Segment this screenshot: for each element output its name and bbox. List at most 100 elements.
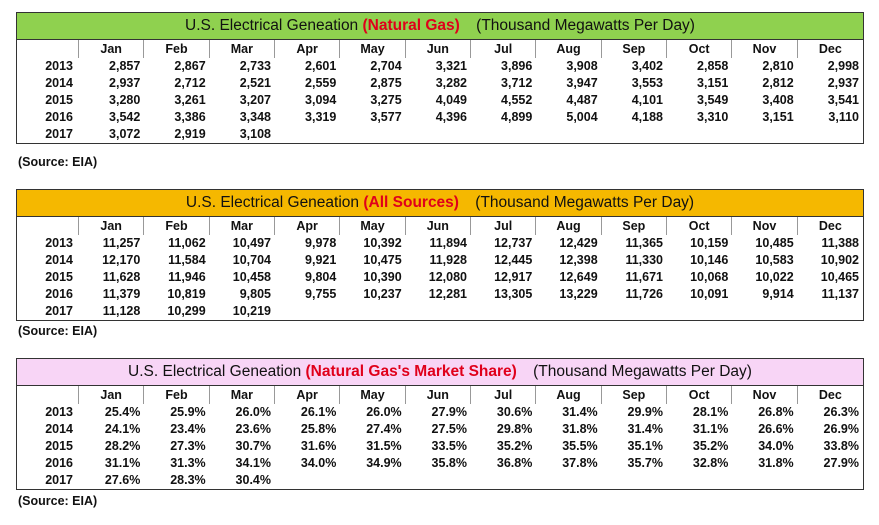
- value-cell: 31.4%: [627, 422, 663, 436]
- table-row: 2014 2,937 2,712 2,521 2,559 2,875 3,282 3,712 3…: [17, 75, 863, 92]
- value-cell: [406, 472, 471, 489]
- value-cell: 27.9%: [823, 456, 859, 470]
- value-cell: [340, 126, 405, 143]
- value-cell: 10,237: [363, 287, 402, 301]
- year-label: 2016: [45, 287, 73, 301]
- month-header: Feb: [144, 217, 210, 235]
- month-header: May: [340, 40, 406, 58]
- title-highlight: (All Sources): [363, 194, 459, 211]
- value-cell: 3,108: [239, 127, 271, 141]
- value-cell: 11,584: [168, 253, 206, 267]
- value-cell: 26.6%: [758, 422, 794, 436]
- table-row: 2015 11,628 11,946 10,458 9,804 10,390 12,080 1…: [17, 269, 863, 286]
- value-cell: 5,004: [566, 110, 598, 124]
- table-all-sources: U.S. Electrical Geneation (All Sources) …: [16, 189, 864, 321]
- value-cell: 10,022: [755, 270, 794, 284]
- value-cell: 25.8%: [300, 422, 337, 436]
- value-cell: 3,348: [239, 110, 271, 124]
- month-header: Apr: [275, 386, 341, 404]
- month-header: Aug: [536, 40, 602, 58]
- month-header: Mar: [210, 40, 275, 58]
- year-label: 2014: [45, 422, 73, 436]
- value-cell: 30.7%: [235, 439, 271, 453]
- value-cell: 33.5%: [431, 439, 467, 453]
- table-natural-gas: U.S. Electrical Geneation (Natural Gas) …: [16, 12, 864, 144]
- value-cell: 35.2%: [692, 439, 729, 453]
- value-cell: 3,553: [631, 76, 663, 90]
- value-cell: 34.9%: [366, 456, 402, 470]
- value-cell: 10,146: [690, 253, 729, 267]
- header-corner: [17, 217, 79, 235]
- table-row: 2014 24.1% 23.4% 23.6% 25.8% 27.4% 27.5% 29.8% 3…: [17, 421, 863, 438]
- value-cell: 2,857: [109, 59, 141, 73]
- month-header: Feb: [144, 386, 210, 404]
- table-row: 2016 3,542 3,386 3,348 3,319 3,577 4,396 4,899 5…: [17, 109, 863, 126]
- value-cell: [340, 472, 405, 489]
- value-cell: 3,947: [566, 76, 598, 90]
- year-label: 2013: [45, 59, 73, 73]
- value-cell: 4,487: [566, 93, 598, 107]
- year-label: 2015: [45, 270, 73, 284]
- month-header: Aug: [536, 386, 602, 404]
- value-cell: 9,978: [305, 236, 337, 250]
- value-cell: 29.8%: [496, 422, 533, 436]
- value-cell: 2,559: [305, 76, 337, 90]
- value-cell: 2,601: [305, 59, 337, 73]
- value-cell: 12,445: [494, 253, 533, 267]
- value-cell: 31.1%: [104, 456, 141, 470]
- value-cell: 32.8%: [692, 456, 729, 470]
- value-cell: [667, 126, 732, 143]
- value-cell: 10,475: [363, 253, 402, 267]
- value-cell: 2,812: [762, 76, 794, 90]
- value-cell: [602, 303, 667, 320]
- value-cell: 3,908: [566, 59, 598, 73]
- value-cell: 31.6%: [300, 439, 337, 453]
- value-cell: [798, 126, 863, 143]
- value-cell: 10,819: [167, 287, 206, 301]
- value-cell: 23.4%: [170, 422, 206, 436]
- year-label: 2016: [45, 456, 73, 470]
- value-cell: 2,937: [827, 76, 859, 90]
- value-cell: 26.8%: [758, 405, 794, 419]
- value-cell: 11,388: [821, 236, 859, 250]
- value-cell: 31.1%: [692, 422, 729, 436]
- value-cell: 3,896: [501, 59, 533, 73]
- month-header: Jun: [406, 386, 471, 404]
- value-cell: [602, 126, 667, 143]
- value-cell: 3,408: [762, 93, 794, 107]
- value-cell: 12,429: [559, 236, 598, 250]
- value-cell: [798, 303, 863, 320]
- value-cell: 3,110: [828, 110, 859, 124]
- year-label: 2017: [45, 304, 73, 318]
- month-header: Aug: [536, 217, 602, 235]
- value-cell: 11,257: [102, 236, 141, 250]
- month-header: Jun: [406, 217, 471, 235]
- title-unit: (Thousand Megawatts Per Day): [476, 17, 695, 34]
- year-label: 2013: [45, 405, 73, 419]
- value-cell: 9,804: [305, 270, 337, 284]
- table-body: 2013 2,857 2,867 2,733 2,601 2,704 3,321 3,896 3…: [17, 58, 863, 143]
- value-cell: 27.6%: [104, 473, 141, 487]
- value-cell: 2,998: [827, 59, 859, 73]
- table-title: U.S. Electrical Geneation (Natural Gas's…: [17, 359, 863, 386]
- month-header: Mar: [210, 217, 275, 235]
- value-cell: 2,712: [174, 76, 206, 90]
- value-cell: 3,094: [305, 93, 337, 107]
- value-cell: 10,219: [232, 304, 271, 318]
- table-row: 2017 3,072 2,919 3,108: [17, 126, 863, 143]
- table-row: 2013 2,857 2,867 2,733 2,601 2,704 3,321 3,896 3…: [17, 58, 863, 75]
- value-cell: 3,261: [174, 93, 206, 107]
- value-cell: 10,390: [363, 270, 402, 284]
- month-header: Oct: [667, 386, 733, 404]
- value-cell: 11,671: [625, 270, 663, 284]
- value-cell: [275, 303, 340, 320]
- table-row: 2015 3,280 3,261 3,207 3,094 3,275 4,049 4,552 4…: [17, 92, 863, 109]
- value-cell: 11,365: [625, 236, 663, 250]
- value-cell: 35.7%: [627, 456, 663, 470]
- value-cell: 12,080: [428, 270, 467, 284]
- value-cell: 11,137: [821, 287, 859, 301]
- source-note: (Source: EIA): [18, 324, 98, 338]
- value-cell: 2,704: [370, 59, 402, 73]
- value-cell: 27.4%: [366, 422, 402, 436]
- table-body: 2013 11,257 11,062 10,497 9,978 10,392 11,894 1…: [17, 235, 863, 320]
